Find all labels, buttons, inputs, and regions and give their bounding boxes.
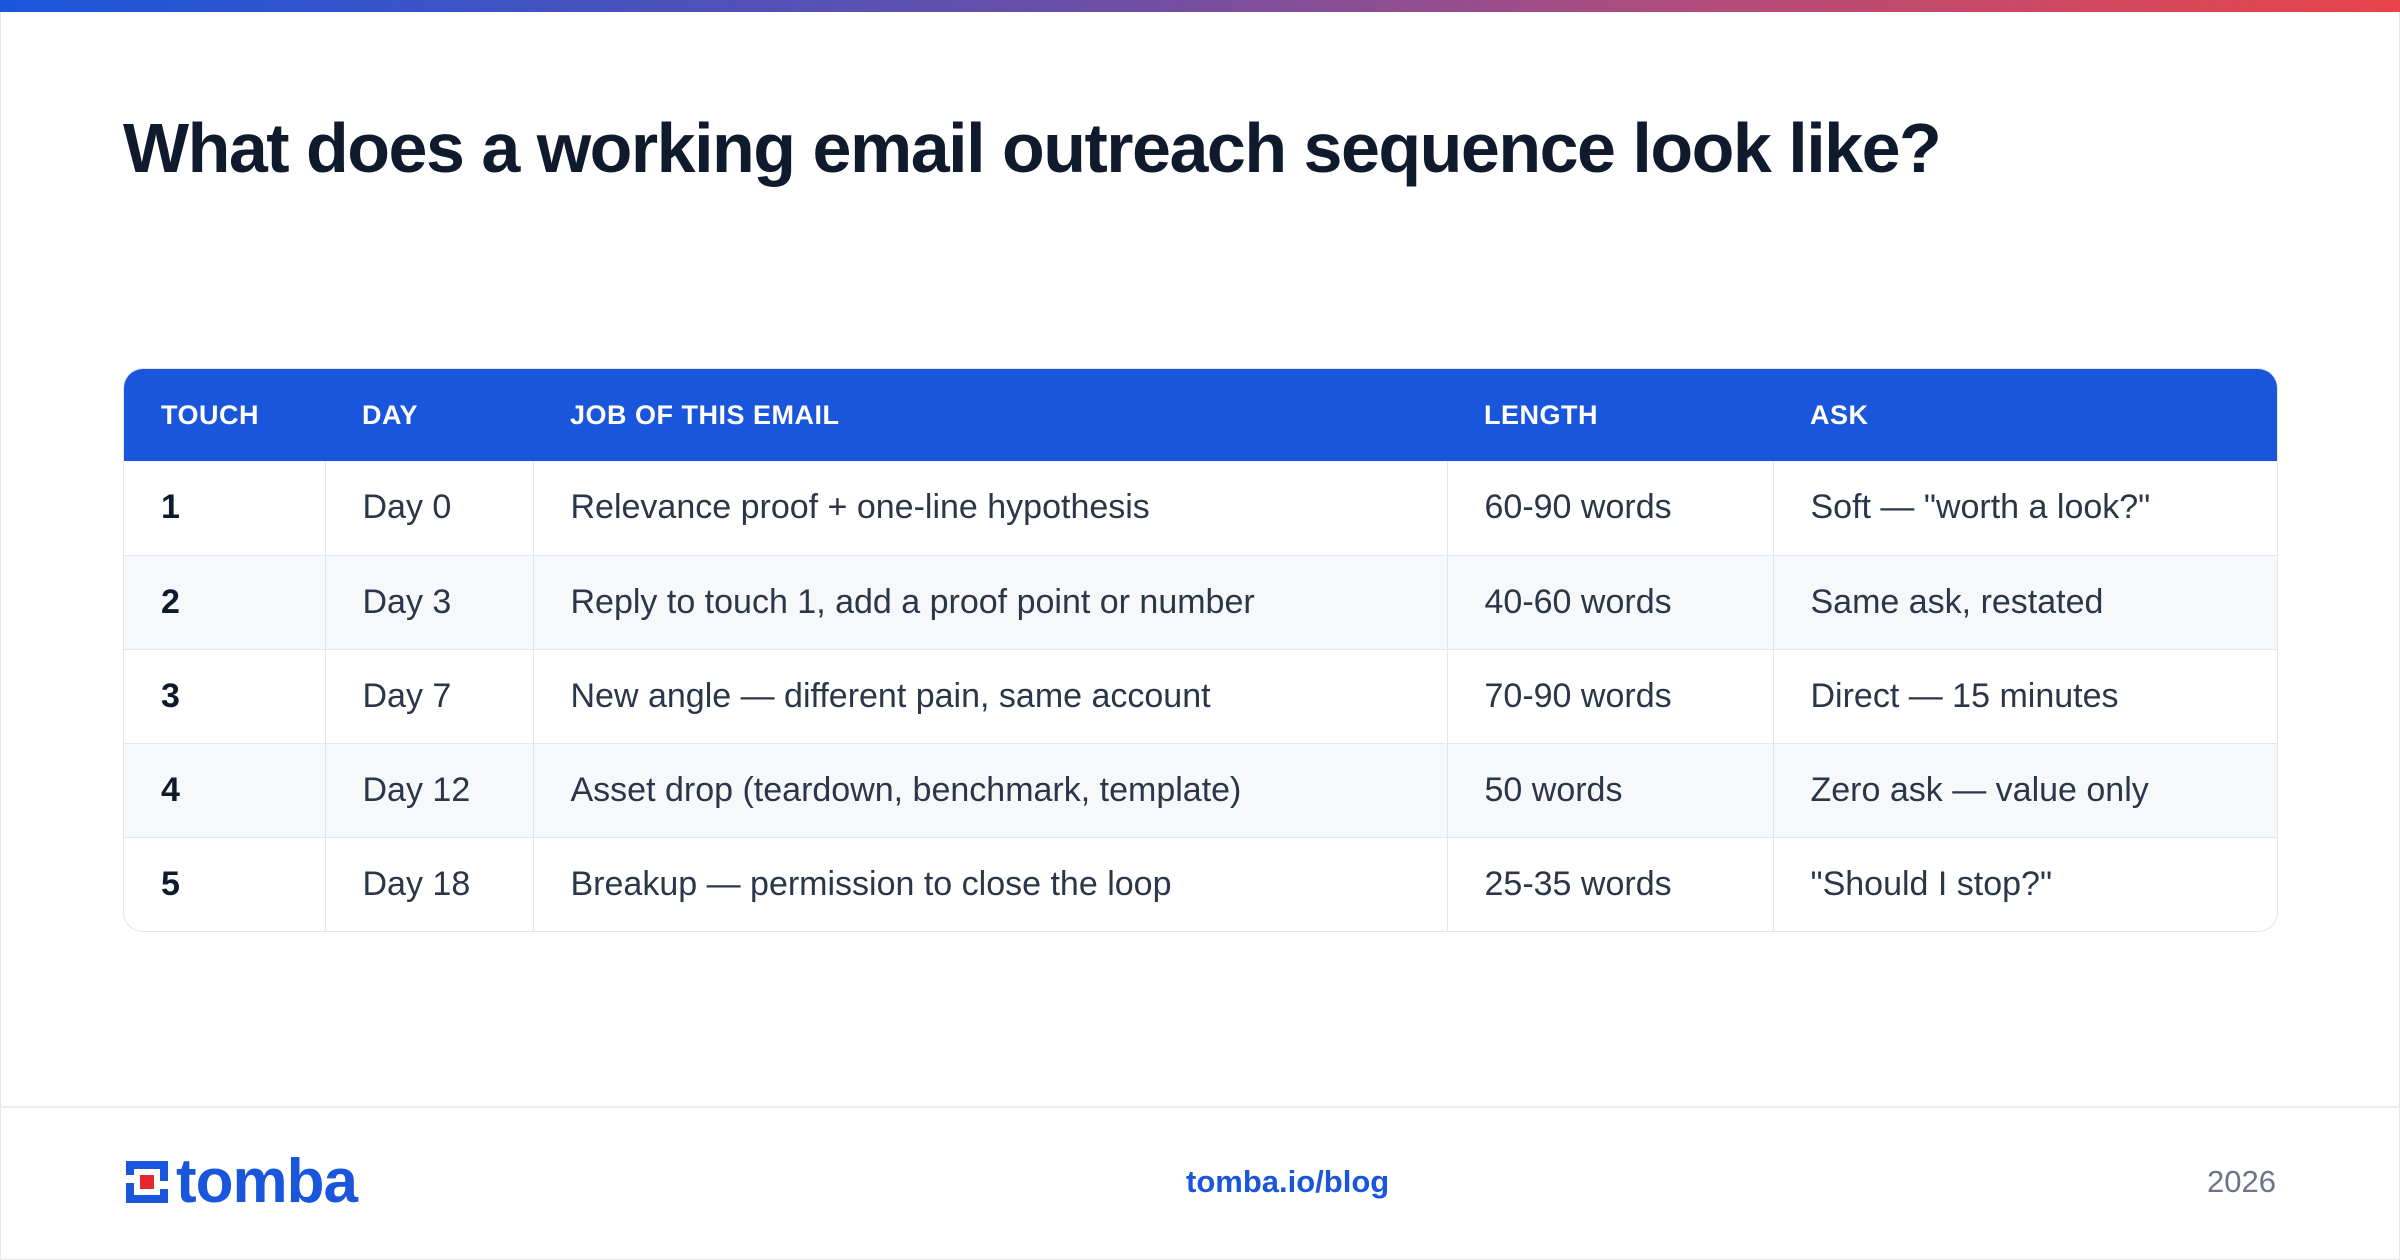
logo-wordmark: tomba — [176, 1147, 358, 1216]
cell-length: 70-90 words — [1446, 648, 1773, 743]
cell-job: New angle — different pain, same account — [532, 648, 1447, 743]
cell-ask: "Should I stop?" — [1772, 836, 2277, 931]
cell-length: 50 words — [1446, 742, 1773, 837]
cell-job: Relevance proof + one-line hypothesis — [532, 461, 1447, 555]
header-day: DAY — [362, 399, 419, 430]
cell-job: Reply to touch 1, add a proof point or n… — [532, 554, 1447, 649]
cell-day: Day 12 — [324, 742, 533, 837]
table-row: 1 Day 0 Relevance proof + one-line hypot… — [124, 461, 2277, 555]
cell-day: Day 7 — [324, 648, 533, 743]
tomba-logo[interactable]: tomba — [122, 1151, 358, 1213]
cell-job: Breakup — permission to close the loop — [532, 836, 1447, 931]
header-ask: ASK — [1810, 399, 1869, 430]
cell-length: 40-60 words — [1446, 554, 1773, 649]
table-row: 4 Day 12 Asset drop (teardown, benchmark… — [124, 742, 2277, 837]
footer-year: 2026 — [2207, 1164, 2276, 1199]
cell-day: Day 18 — [324, 836, 533, 931]
blog-link[interactable]: tomba.io/blog — [1186, 1164, 1390, 1199]
footer-divider — [0, 1106, 2400, 1108]
cell-length: 60-90 words — [1446, 461, 1773, 555]
cell-ask: Direct — 15 minutes — [1772, 648, 2277, 743]
cell-touch: 2 — [124, 554, 325, 649]
page-title: What does a working email outreach seque… — [123, 109, 1942, 187]
tomba-logo-icon — [126, 1161, 168, 1203]
table-row: 3 Day 7 New angle — different pain, same… — [124, 648, 2277, 743]
cell-ask: Soft — "worth a look?" — [1772, 461, 2277, 555]
cell-touch: 5 — [124, 836, 325, 931]
cell-ask: Same ask, restated — [1772, 554, 2277, 649]
cell-day: Day 0 — [324, 461, 533, 555]
header-touch: TOUCH — [161, 399, 260, 430]
table-header-row: TOUCH DAY JOB OF THIS EMAIL LENGTH ASK — [124, 369, 2277, 461]
cell-ask: Zero ask — value only — [1772, 742, 2277, 837]
cell-touch: 1 — [161, 488, 180, 527]
cell-touch: 4 — [124, 742, 325, 837]
cell-touch: 3 — [124, 648, 325, 743]
cell-day: Day 3 — [324, 554, 533, 649]
cell-job: Asset drop (teardown, benchmark, templat… — [532, 742, 1447, 837]
cell-length: 25-35 words — [1446, 836, 1773, 931]
table-row: 2 Day 3 Reply to touch 1, add a proof po… — [124, 554, 2277, 649]
header-length: LENGTH — [1484, 399, 1598, 430]
sequence-table: TOUCH DAY JOB OF THIS EMAIL LENGTH ASK 1… — [123, 368, 2278, 932]
top-gradient-bar — [0, 0, 2400, 12]
table-row: 5 Day 18 Breakup — permission to close t… — [124, 836, 2277, 931]
header-job: JOB OF THIS EMAIL — [570, 399, 840, 430]
